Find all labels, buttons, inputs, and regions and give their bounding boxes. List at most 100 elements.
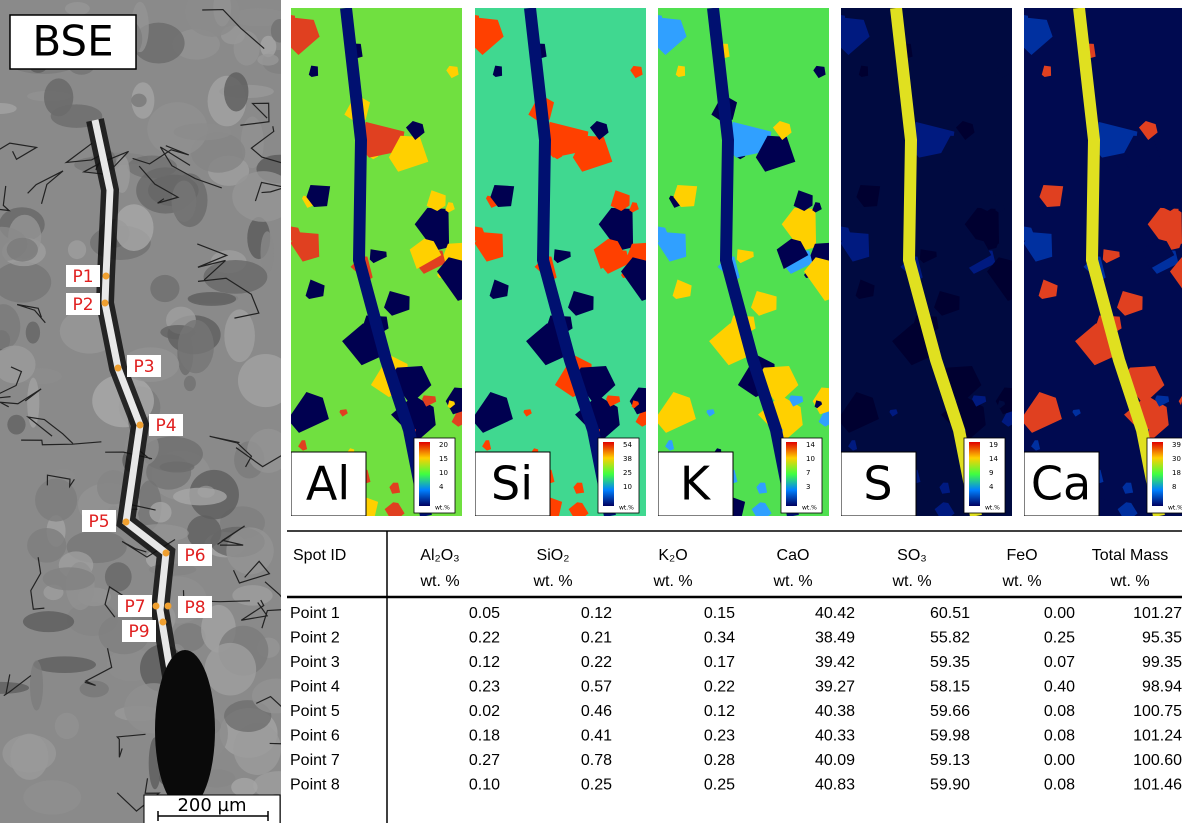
map-grain: [492, 65, 503, 78]
table-header: Al₂O₃: [420, 547, 459, 564]
map-grain: [841, 17, 870, 55]
point-label-box: [66, 293, 100, 315]
colorbar: [786, 442, 797, 506]
void: [155, 650, 215, 810]
colorbar-tick-label: 14: [806, 441, 815, 449]
micro-crack: [197, 243, 229, 281]
map-grain: [776, 238, 809, 270]
colorbar-tick-label: 15: [439, 455, 448, 463]
map-grain: [1138, 120, 1158, 140]
map-grain: [305, 279, 325, 299]
colorbar-unit: wt.%: [802, 505, 817, 512]
colorbar-tick-label: 14: [989, 455, 998, 463]
map-grain: [772, 120, 792, 140]
micro-crack: [116, 778, 161, 812]
table-cell: 0.40: [1044, 679, 1075, 696]
map-grain: [1178, 202, 1182, 213]
grain: [104, 562, 132, 592]
point-label: P8: [184, 598, 205, 618]
map-grain: [630, 65, 643, 79]
point-label: P5: [88, 512, 109, 532]
table-header: SiO₂: [537, 547, 570, 564]
map-grain: [793, 190, 813, 212]
micro-crack: [21, 439, 102, 446]
map-grain: [568, 502, 589, 516]
map-grain: [997, 400, 1006, 409]
map-grain: [1117, 290, 1143, 316]
grain: [187, 291, 237, 306]
element-map: Al 20 15 10 4 wt.%: [291, 8, 462, 516]
map-grain: [574, 366, 616, 405]
table-cell: 40.09: [815, 752, 855, 769]
map-grain: [572, 135, 613, 172]
table-cell: 0.25: [1044, 630, 1075, 647]
colorbar: [969, 442, 980, 506]
map-grain: [1024, 226, 1035, 241]
colorbar-tick-label: 25: [623, 469, 632, 477]
micro-crack: [250, 126, 281, 164]
micro-crack: [30, 557, 45, 610]
colorbar: [603, 442, 614, 506]
map-grain: [445, 202, 455, 213]
table-cell: 101.27: [1133, 605, 1182, 622]
map-grain: [1123, 366, 1165, 405]
colorbar-tick-label: 39: [1172, 441, 1181, 449]
point-marker: [114, 364, 122, 372]
map-grain: [940, 366, 982, 405]
map-grain: [1075, 323, 1115, 366]
point-label: P4: [155, 416, 176, 436]
table-cell: Point 6: [290, 728, 340, 745]
micro-crack: [217, 525, 245, 546]
colorbar-unit: wt.%: [985, 505, 1000, 512]
colorbar-tick-label: 18: [1172, 469, 1181, 477]
map-crack: [524, 8, 616, 516]
table-cell: 0.12: [704, 703, 735, 720]
map-grain: [841, 392, 879, 433]
table-cell: 0.23: [704, 728, 735, 745]
table-unit: wt. %: [772, 573, 812, 590]
grain: [253, 771, 281, 800]
map-grain: [858, 65, 869, 78]
element-label: K: [680, 457, 712, 511]
map-grain: [672, 279, 692, 299]
map-grain: [1072, 409, 1081, 417]
map-grain: [658, 226, 669, 241]
grain: [0, 261, 52, 303]
map-grain: [757, 366, 799, 405]
table-header: FeO: [1006, 547, 1037, 564]
grain: [27, 377, 40, 428]
map-grain: [892, 323, 932, 366]
table-cell: Point 2: [290, 630, 340, 647]
grain: [223, 72, 249, 112]
point-marker: [101, 299, 109, 307]
map-grain: [1142, 238, 1175, 270]
micro-crack: [0, 388, 42, 408]
colorbar-unit: wt.%: [619, 505, 634, 512]
map-grain: [308, 65, 319, 78]
map-grain: [939, 482, 951, 494]
grain: [229, 8, 281, 27]
micro-crack: [0, 185, 11, 212]
map-grain: [526, 323, 566, 366]
grain: [173, 487, 227, 506]
map-grain: [1024, 392, 1062, 433]
map-grain: [848, 440, 858, 451]
micro-crack: [16, 303, 46, 324]
table-header: CaO: [777, 547, 810, 564]
colorbar-tick-label: 9: [989, 469, 993, 477]
colorbar-tick-label: 4: [439, 483, 444, 491]
map-grain: [755, 135, 796, 172]
colorbar-tick-label: 4: [989, 483, 994, 491]
micro-crack: [235, 447, 281, 468]
grain: [251, 678, 281, 714]
element-label: Al: [306, 457, 350, 511]
point-label-box: [118, 595, 152, 617]
table-cell: 38.49: [815, 630, 855, 647]
map-grain: [568, 290, 594, 316]
map-grain: [422, 395, 437, 407]
colorbar-tick-label: 54: [623, 441, 632, 449]
map-grain: [959, 238, 992, 270]
map-grain: [342, 323, 382, 366]
map-grain: [972, 395, 987, 407]
